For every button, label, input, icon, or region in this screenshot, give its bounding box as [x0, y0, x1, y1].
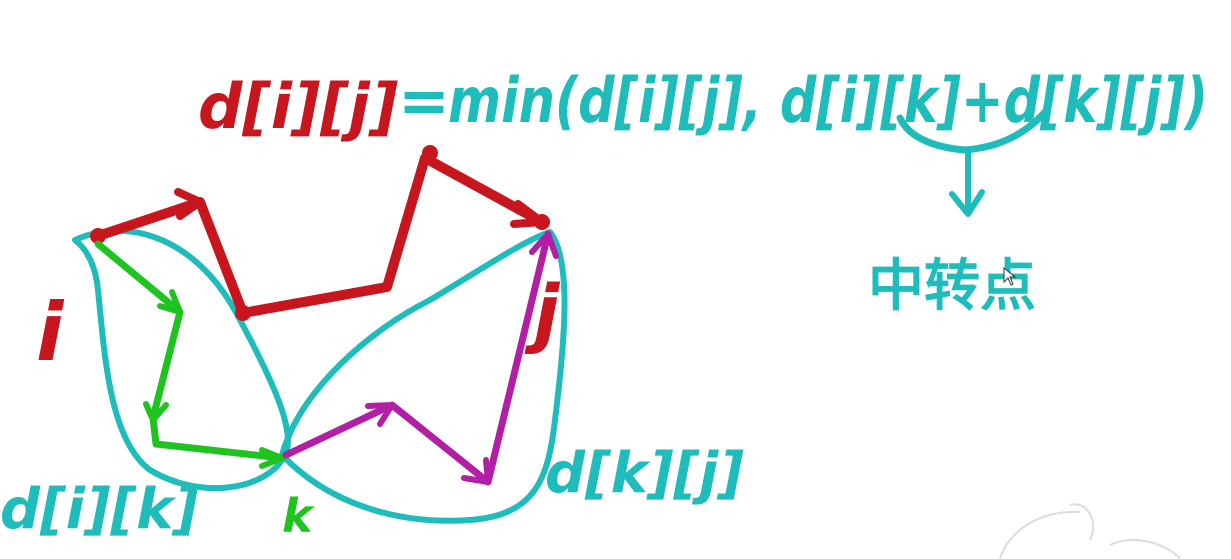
- label-d-i-k: d[i][k]: [0, 477, 199, 542]
- node-top-right: [422, 145, 438, 161]
- transit-brace: [896, 108, 1049, 154]
- node-bottom-mid: [235, 305, 251, 321]
- path-i-to-k-arrowhead-3: [259, 447, 285, 469]
- label-i: i: [36, 286, 65, 379]
- watermark-sketch: [999, 503, 1181, 559]
- path-i-to-k-arrowhead-2: [143, 401, 169, 423]
- node-j: [534, 214, 550, 230]
- path-k-to-j-arrowhead-2: [461, 457, 491, 485]
- label-d-k-j: d[k][j]: [545, 441, 744, 506]
- mouse-cursor-icon: [1003, 266, 1017, 286]
- label-k: k: [282, 489, 315, 543]
- path-k-to-j: [282, 230, 552, 486]
- left-lobe-outline: [72, 227, 291, 492]
- transit-point-label: 中转点: [868, 254, 1036, 319]
- path-k-to-j-arrowhead-1: [365, 402, 395, 427]
- right-lobe-outline: [279, 229, 568, 524]
- path-i-to-k-arrowhead-1: [157, 289, 183, 315]
- direct-path-arrowhead-1: [174, 188, 204, 220]
- formula-rhs: min(d[i][j], d[i][k]+d[k][j]): [448, 64, 1208, 137]
- path-k-to-j-arrowhead-3: [529, 231, 559, 259]
- transit-arrow: [949, 149, 985, 217]
- formula-lhs: d[i][j]: [198, 70, 398, 143]
- direct-path: [93, 153, 547, 318]
- node-i: [90, 228, 106, 244]
- formula-equals: =: [398, 64, 450, 137]
